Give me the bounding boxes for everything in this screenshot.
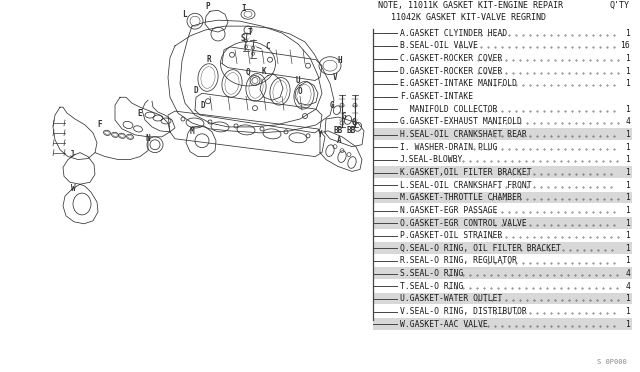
Text: 16: 16 <box>620 41 630 51</box>
Text: E.GASKET-INTAKE MANIFOLD: E.GASKET-INTAKE MANIFOLD <box>400 79 517 89</box>
FancyBboxPatch shape <box>373 128 632 140</box>
Text: A.GASKET CLYINDER HEAD: A.GASKET CLYINDER HEAD <box>400 29 508 38</box>
Text: 1: 1 <box>625 168 630 177</box>
Text: MANIFOLD COLLECTOR: MANIFOLD COLLECTOR <box>400 105 497 114</box>
Text: 1: 1 <box>625 231 630 240</box>
Text: 1: 1 <box>625 79 630 89</box>
Text: 1: 1 <box>625 180 630 190</box>
Text: Q: Q <box>246 68 250 77</box>
Text: J: J <box>70 150 74 159</box>
Text: C: C <box>266 42 270 51</box>
FancyBboxPatch shape <box>373 242 632 254</box>
Text: 1: 1 <box>625 67 630 76</box>
Text: S.SEAL-O RING: S.SEAL-O RING <box>400 269 463 278</box>
Text: 1: 1 <box>625 244 630 253</box>
Text: B.SEAL-OIL VALVE: B.SEAL-OIL VALVE <box>400 41 478 51</box>
Text: 1: 1 <box>625 193 630 202</box>
Text: F: F <box>98 121 102 129</box>
Text: V.SEAL-O RING, DISTRIBUTOR: V.SEAL-O RING, DISTRIBUTOR <box>400 307 527 316</box>
FancyBboxPatch shape <box>373 318 632 330</box>
Text: L: L <box>182 10 186 19</box>
Text: 1: 1 <box>625 256 630 266</box>
Text: 4: 4 <box>625 117 630 126</box>
Text: H.SEAL-OIL CRANKSHAFT REAR: H.SEAL-OIL CRANKSHAFT REAR <box>400 130 527 139</box>
Text: 1: 1 <box>625 320 630 329</box>
Text: K: K <box>262 67 266 76</box>
Text: U: U <box>296 76 300 85</box>
Text: S: S <box>241 35 245 44</box>
Text: A: A <box>337 136 341 145</box>
Text: E: E <box>138 109 142 118</box>
Text: BB: BB <box>333 126 342 135</box>
Text: R.SEAL-O RING, REGULATOR: R.SEAL-O RING, REGULATOR <box>400 256 517 266</box>
Text: P: P <box>205 2 211 11</box>
Text: Y: Y <box>317 130 323 140</box>
Text: 4: 4 <box>625 269 630 278</box>
Text: C.GASKET-ROCKER COVER: C.GASKET-ROCKER COVER <box>400 54 502 63</box>
Text: G: G <box>330 101 334 110</box>
FancyBboxPatch shape <box>373 166 632 178</box>
FancyBboxPatch shape <box>373 217 632 228</box>
Text: H: H <box>338 56 342 65</box>
Text: T.SEAL-O RING: T.SEAL-O RING <box>400 282 463 291</box>
Text: I. WASHER-DRAIN PLUG: I. WASHER-DRAIN PLUG <box>400 142 497 152</box>
Text: M: M <box>189 127 195 137</box>
Text: O: O <box>298 87 302 96</box>
Text: D: D <box>201 101 205 110</box>
Text: I: I <box>242 4 246 13</box>
Text: S 0P000: S 0P000 <box>597 359 627 365</box>
Text: M.GASKET-THROTTLE CHAMBER: M.GASKET-THROTTLE CHAMBER <box>400 193 522 202</box>
Text: 1: 1 <box>625 130 630 139</box>
Text: N.GASKET-EGR PASSAGE: N.GASKET-EGR PASSAGE <box>400 206 497 215</box>
Text: G: G <box>352 118 356 128</box>
Text: 1: 1 <box>625 294 630 304</box>
Text: L.SEAL-OIL CRANKSHAFT FRONT: L.SEAL-OIL CRANKSHAFT FRONT <box>400 180 532 190</box>
Text: V: V <box>333 73 337 82</box>
Text: Q'TY: Q'TY <box>610 1 630 10</box>
FancyBboxPatch shape <box>373 192 632 203</box>
Text: P.GASKET-OIL STRAINER: P.GASKET-OIL STRAINER <box>400 231 502 240</box>
Text: 1: 1 <box>625 105 630 114</box>
Text: BB: BB <box>346 126 356 135</box>
Text: D.GASKET-ROCKER COVER: D.GASKET-ROCKER COVER <box>400 67 502 76</box>
Text: 1: 1 <box>625 155 630 164</box>
Text: U.GASKET-WATER OUTLET: U.GASKET-WATER OUTLET <box>400 294 502 304</box>
FancyBboxPatch shape <box>373 293 632 304</box>
Text: D: D <box>194 86 198 95</box>
Text: K.GASKET,OIL FILTER BRACKET: K.GASKET,OIL FILTER BRACKET <box>400 168 532 177</box>
Text: 11042K GASKET KIT-VALVE REGRIND: 11042K GASKET KIT-VALVE REGRIND <box>391 13 546 22</box>
Text: R: R <box>207 55 211 64</box>
Text: 1: 1 <box>625 307 630 316</box>
Text: F.GASKET-INTAKE: F.GASKET-INTAKE <box>400 92 473 101</box>
FancyBboxPatch shape <box>373 267 632 279</box>
Text: 1: 1 <box>625 218 630 228</box>
Text: 1: 1 <box>625 29 630 38</box>
Text: 1: 1 <box>625 54 630 63</box>
Text: J.SEAL-BLOWBY: J.SEAL-BLOWBY <box>400 155 463 164</box>
Text: O.GASKET-EGR CONTROL VALVE: O.GASKET-EGR CONTROL VALVE <box>400 218 527 228</box>
Text: Q.SEAL-O RING, OIL FILTER BRACKET: Q.SEAL-O RING, OIL FILTER BRACKET <box>400 244 561 253</box>
Text: W.GASKET-AAC VALVE: W.GASKET-AAC VALVE <box>400 320 488 329</box>
Text: G: G <box>342 112 346 121</box>
Text: 1: 1 <box>625 206 630 215</box>
Text: T: T <box>248 28 252 36</box>
Text: N: N <box>146 134 150 143</box>
Text: W: W <box>70 184 76 193</box>
Text: 1: 1 <box>625 142 630 152</box>
Text: 4: 4 <box>625 282 630 291</box>
Text: G.GASKET-EXHAUST MANIFOLD: G.GASKET-EXHAUST MANIFOLD <box>400 117 522 126</box>
Text: NOTE, 11011K GASKET KIT-ENGINE REPAIR: NOTE, 11011K GASKET KIT-ENGINE REPAIR <box>378 1 563 10</box>
